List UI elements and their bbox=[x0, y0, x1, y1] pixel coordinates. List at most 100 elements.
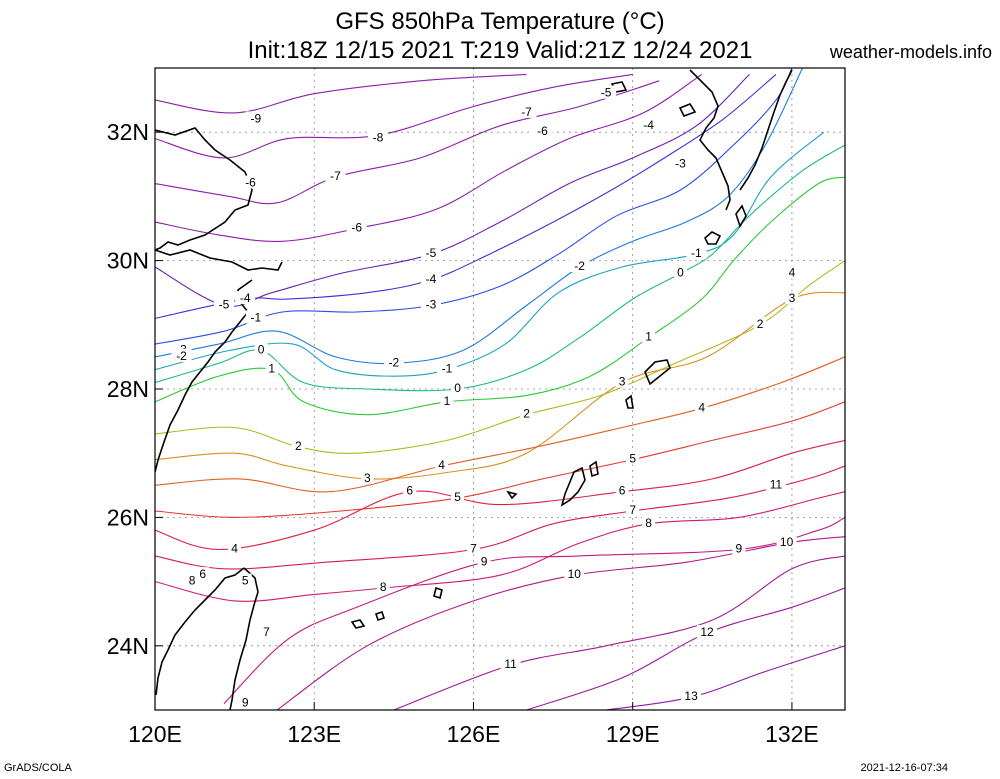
contour-label: 3 bbox=[789, 291, 796, 305]
contour-label: 5 bbox=[629, 452, 636, 466]
footer-timestamp: 2021-12-16-07:34 bbox=[860, 762, 948, 774]
isotherm-line bbox=[155, 80, 660, 205]
contour-label: 0 bbox=[454, 381, 461, 395]
contour-label-background bbox=[686, 246, 707, 260]
coastline-layer bbox=[155, 69, 793, 710]
isotherm-line bbox=[155, 73, 703, 243]
contour-label: -6 bbox=[537, 124, 548, 138]
contour-label-background bbox=[785, 291, 799, 305]
x-tick-label: 129E bbox=[606, 721, 660, 747]
contour-label: -4 bbox=[426, 272, 437, 286]
contour-label-background bbox=[238, 573, 252, 587]
contour-label: 8 bbox=[189, 574, 196, 588]
contour-label-background bbox=[520, 406, 534, 420]
contour-label: -2 bbox=[176, 349, 187, 363]
contour-label: 11 bbox=[770, 477, 783, 491]
contour-label-background bbox=[228, 541, 242, 555]
contour-label-background bbox=[753, 316, 767, 330]
contour-label-background bbox=[776, 535, 797, 549]
map-subtitle: Init:18Z 12/15 2021 T:219 Valid:21Z 12/2… bbox=[247, 37, 753, 64]
contour-label-background bbox=[421, 297, 441, 311]
isotherm-line bbox=[606, 645, 845, 710]
contour-label-background bbox=[697, 624, 717, 638]
isotherm-line bbox=[155, 491, 845, 602]
contour-label-background bbox=[245, 310, 266, 324]
contour-label: -2 bbox=[574, 259, 585, 273]
contour-label-background bbox=[403, 483, 417, 497]
contour-label-background bbox=[638, 117, 659, 131]
contour-label-background bbox=[569, 259, 590, 273]
contour-label-background bbox=[626, 502, 640, 516]
y-tick-label: 26N bbox=[107, 504, 149, 530]
contour-label: -1 bbox=[442, 362, 453, 376]
contour-label-background bbox=[235, 291, 256, 305]
contour-label-background bbox=[785, 265, 799, 279]
contour-label: 7 bbox=[629, 503, 636, 517]
contour-label: 9 bbox=[736, 542, 743, 556]
contour-label: 0 bbox=[677, 265, 684, 279]
contour-label: -5 bbox=[426, 246, 437, 260]
x-tick-label: 120E bbox=[128, 721, 182, 747]
contour-label-background bbox=[532, 124, 553, 138]
contour-label: 4 bbox=[438, 458, 445, 472]
contour-label-background bbox=[596, 85, 617, 99]
contour-label: 2 bbox=[295, 439, 302, 453]
contour-label: 2 bbox=[757, 317, 764, 331]
contour-label-background bbox=[642, 329, 656, 343]
contour-label: 7 bbox=[263, 625, 270, 639]
contour-label-background bbox=[626, 451, 640, 465]
contour-label-layer: -9-8-7-6-5-4-3-6-7-6-5-4-3-2-10-5-4-1-3-… bbox=[171, 85, 799, 710]
contour-label: -7 bbox=[521, 105, 532, 119]
contour-label: -5 bbox=[601, 86, 612, 100]
contour-label-background bbox=[516, 104, 537, 118]
coastline-taiwan bbox=[155, 567, 259, 710]
coastline-okinawa bbox=[506, 460, 599, 507]
contour-label: -7 bbox=[330, 169, 341, 183]
x-tick-label: 126E bbox=[447, 721, 501, 747]
contour-label-background bbox=[615, 374, 629, 388]
contour-label: -1 bbox=[691, 246, 702, 260]
coastline-kyushu bbox=[689, 69, 793, 211]
axis-tick-layer: 120E 123E 126E 129E 132E 32N 30N 28N 26N 24N bbox=[107, 119, 819, 747]
contour-label-background bbox=[291, 438, 305, 452]
contour-label-background bbox=[451, 490, 465, 504]
contour-label-background bbox=[642, 515, 656, 529]
contour-label-background bbox=[254, 342, 268, 356]
isotherm-line bbox=[155, 73, 777, 319]
isotherm-line bbox=[155, 260, 845, 454]
contour-label: 4 bbox=[231, 542, 238, 556]
footer-software-credit: GrADS/COLA bbox=[4, 762, 72, 774]
contour-label: -4 bbox=[240, 291, 251, 305]
contour-label: 4 bbox=[789, 265, 796, 279]
coastline-china bbox=[155, 127, 253, 251]
contour-label: 7 bbox=[470, 542, 477, 556]
contour-label-background bbox=[673, 265, 687, 279]
contour-label: -8 bbox=[373, 131, 384, 145]
coastline-tanegashima bbox=[704, 204, 747, 245]
contour-label-background bbox=[245, 111, 266, 125]
site-credit: weather-models.info bbox=[829, 42, 992, 62]
contour-label: -6 bbox=[351, 221, 362, 235]
contour-label-background bbox=[766, 477, 786, 491]
contour-label-background bbox=[376, 580, 390, 594]
y-tick-label: 32N bbox=[107, 119, 149, 145]
contour-label: 9 bbox=[242, 696, 249, 710]
y-tick-label: 24N bbox=[107, 633, 149, 659]
coastline-zhejiang bbox=[155, 249, 283, 473]
contour-label: 3 bbox=[364, 471, 371, 485]
contour-label: -5 bbox=[219, 298, 230, 312]
contour-label-background bbox=[466, 541, 480, 555]
contour-label: 11 bbox=[504, 657, 517, 671]
contour-label: 1 bbox=[444, 394, 451, 408]
contour-label-background bbox=[259, 624, 273, 638]
contour-label: 2 bbox=[523, 407, 530, 421]
isotherm-line bbox=[155, 73, 527, 114]
contour-label-background bbox=[171, 348, 192, 362]
contour-label: 13 bbox=[684, 689, 698, 703]
contour-label: -3 bbox=[426, 298, 437, 312]
isotherm-line bbox=[155, 131, 825, 377]
contour-label: 6 bbox=[619, 484, 626, 498]
contour-label: -1 bbox=[251, 310, 262, 324]
isotherm-line bbox=[155, 356, 845, 493]
